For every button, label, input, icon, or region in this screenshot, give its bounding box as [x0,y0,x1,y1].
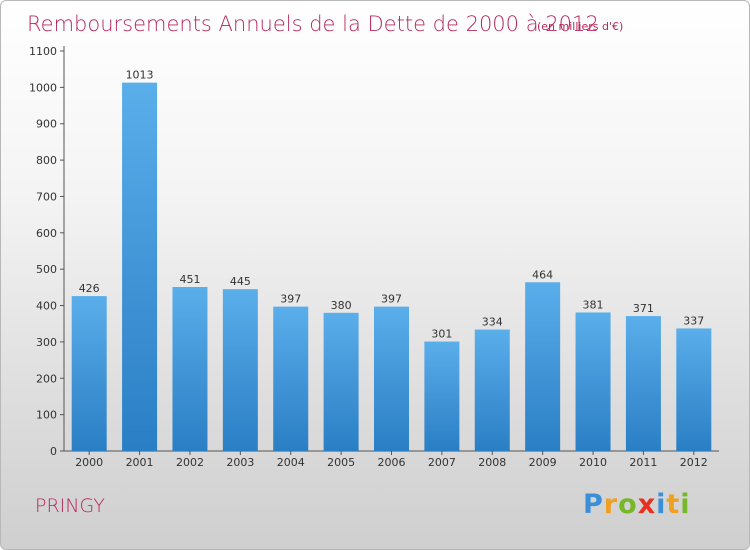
y-tick-label: 300 [36,336,57,349]
y-tick-label: 500 [36,263,57,276]
bar [575,312,611,451]
bar-value-label: 301 [431,328,452,341]
y-tick-label: 1000 [29,81,57,94]
logo-letter: P [583,489,604,520]
x-tick-label: 2008 [478,456,506,469]
bar-value-label: 426 [79,282,100,295]
logo-letter: x [637,489,657,520]
bar [273,306,309,451]
bar [474,329,510,451]
bar [424,341,460,451]
bar [323,312,359,451]
bar [222,289,258,451]
y-tick-label: 0 [50,445,57,458]
bar-value-label: 1013 [126,69,154,82]
bar-value-label: 397 [280,293,301,306]
proxiti-logo[interactable]: Proxiti [583,489,691,520]
y-tick-label: 200 [36,372,57,385]
logo-letter: o [618,489,638,520]
y-tick-label: 1100 [29,45,57,58]
y-tick-label: 600 [36,227,57,240]
y-tick-label: 100 [36,409,57,422]
y-tick-label: 700 [36,190,57,203]
y-tick-label: 900 [36,118,57,131]
chart-subtitle: (en milliers d'€) [537,20,623,33]
bars: 426 1013 451 445 397 380 397 301 334 464 381 371 337 [71,69,712,452]
bar [374,306,409,451]
x-tick-label: 2011 [629,456,657,469]
logo-letter: r [603,489,619,520]
axes: 0 100 200 300 400 500 600 700 800 900 1000 1100 2000… [29,45,719,469]
logo-letter: i [656,489,667,520]
bar-value-label: 337 [683,314,704,327]
bar [625,316,661,451]
bar [676,328,712,451]
x-tick-label: 2002 [176,456,204,469]
x-tick-label: 2010 [579,456,607,469]
y-tick-label: 800 [36,154,57,167]
x-tick-label: 2006 [378,456,406,469]
x-tick-label: 2000 [75,456,103,469]
bar-value-label: 397 [381,293,402,306]
x-tick-label: 2003 [226,456,254,469]
x-tick-label: 2007 [428,456,456,469]
bar [172,287,208,451]
chart-title: Remboursements Annuels de la Dette de 20… [27,12,599,36]
x-tick-label: 2004 [277,456,305,469]
bar-value-label: 445 [230,275,251,288]
bar-value-label: 381 [583,298,604,311]
bar-value-label: 451 [179,273,200,286]
y-tick-label: 400 [36,300,57,313]
logo-letter: t [666,489,681,520]
bar [525,282,561,451]
x-tick-label: 2005 [327,456,355,469]
bar-value-label: 371 [633,302,654,315]
bar-value-label: 464 [532,268,553,281]
x-tick-label: 2009 [529,456,557,469]
commune-name: PRINGY [35,495,105,517]
bar-value-label: 334 [482,316,503,329]
bar [122,82,158,452]
bar [71,296,107,451]
x-tick-label: 2012 [680,456,708,469]
x-tick-label: 2001 [126,456,154,469]
bar-value-label: 380 [331,299,352,312]
logo-letter: i [680,489,691,520]
